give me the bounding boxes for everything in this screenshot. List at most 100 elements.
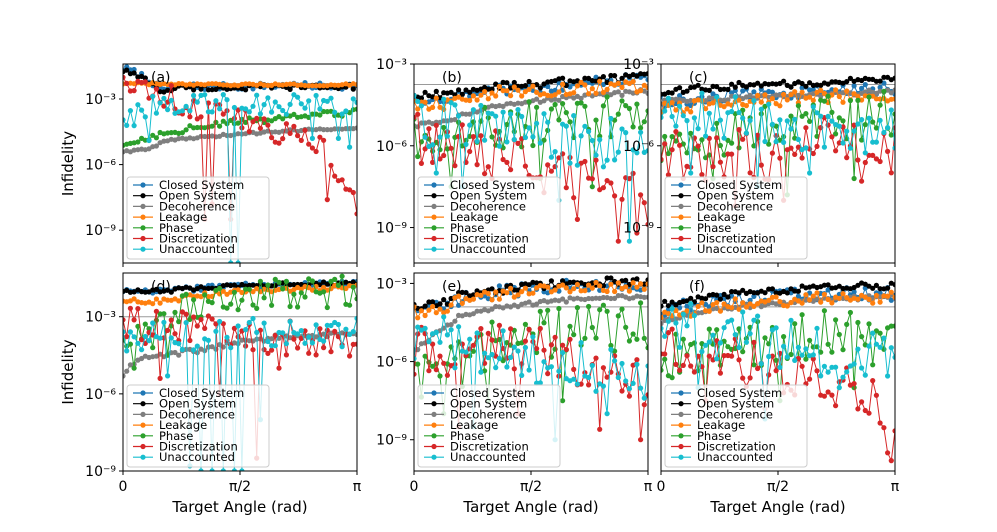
data-point: [313, 148, 319, 155]
data-point: [452, 356, 458, 362]
data-point: [354, 106, 357, 112]
data-point: [194, 124, 200, 131]
data-point: [736, 97, 742, 103]
data-point: [482, 171, 488, 177]
data-point: [855, 121, 861, 127]
data-point: [339, 344, 345, 350]
data-point: [261, 295, 267, 301]
plot-area: [123, 273, 357, 471]
data-point: [556, 305, 562, 312]
data-point: [187, 316, 193, 322]
legend-marker-closed-system: [678, 182, 684, 188]
data-point: [680, 336, 686, 342]
data-point: [751, 339, 757, 345]
legend-label-decoherence: Decoherence: [697, 407, 773, 421]
data-point: [448, 145, 454, 151]
data-point: [515, 348, 521, 354]
data-point: [641, 281, 647, 287]
data-point: [589, 184, 595, 190]
data-point: [732, 94, 738, 100]
data-point: [847, 309, 854, 316]
data-point: [586, 374, 592, 381]
data-point: [552, 287, 558, 293]
data-point: [699, 300, 705, 306]
data-point: [463, 349, 469, 355]
legend-marker-leakage: [678, 422, 684, 428]
data-point: [563, 299, 569, 305]
data-point: [574, 381, 581, 387]
data-point: [788, 300, 794, 306]
data-point: [224, 97, 230, 103]
legend-marker-leakage: [140, 214, 146, 220]
data-point: [213, 119, 219, 125]
data-point: [747, 301, 753, 307]
data-point: [470, 342, 476, 348]
data-point: [608, 342, 614, 349]
data-point: [298, 286, 304, 292]
data-point: [825, 296, 831, 303]
data-point: [751, 293, 757, 299]
series-unaccounted: [414, 314, 648, 443]
data-point: [792, 116, 798, 122]
data-point: [821, 363, 828, 369]
data-point: [608, 180, 614, 186]
data-point: [866, 152, 872, 158]
data-point: [870, 300, 876, 306]
data-point: [335, 321, 341, 328]
data-point: [641, 200, 647, 206]
data-point: [626, 386, 633, 392]
data-point: [350, 279, 356, 285]
data-point: [810, 150, 816, 157]
data-point: [600, 164, 607, 170]
data-point: [441, 297, 447, 303]
data-point: [526, 125, 532, 131]
data-point: [885, 293, 891, 299]
data-point: [161, 103, 167, 109]
data-point: [309, 111, 315, 117]
data-point: [213, 98, 219, 104]
data-point: [548, 154, 555, 160]
data-point: [415, 324, 421, 330]
y-tick-label: 10⁻⁶: [623, 139, 654, 155]
data-point: [818, 299, 824, 305]
data-point: [354, 341, 357, 347]
data-point: [755, 313, 761, 319]
data-point: [433, 170, 439, 176]
data-point: [261, 320, 267, 326]
data-point: [855, 346, 861, 352]
legend-marker-unaccounted: [431, 454, 437, 460]
data-point: [354, 211, 357, 217]
data-point: [600, 365, 607, 371]
data-point: [630, 280, 636, 286]
data-point: [504, 80, 510, 86]
legend-box: [126, 384, 270, 468]
data-point: [665, 95, 672, 101]
legend-marker-phase: [140, 433, 146, 439]
data-point: [888, 170, 894, 176]
data-point: [807, 297, 813, 303]
series-unaccounted: [123, 315, 357, 471]
data-point: [619, 306, 625, 312]
series-decoherence: [414, 293, 648, 353]
data-point: [578, 79, 584, 85]
data-point: [825, 369, 831, 375]
data-point: [567, 289, 573, 295]
data-point: [317, 134, 323, 140]
data-point: [470, 296, 476, 302]
data-point: [881, 74, 887, 80]
data-point: [519, 113, 525, 120]
data-point: [725, 151, 731, 157]
data-point: [669, 375, 675, 381]
data-point: [582, 123, 588, 129]
legend-marker-discretization: [140, 443, 146, 450]
data-point: [496, 83, 502, 90]
data-point: [324, 304, 330, 311]
data-point: [766, 141, 772, 147]
legend-marker-decoherence: [678, 411, 684, 417]
data-point: [231, 104, 237, 111]
data-point: [444, 372, 450, 378]
data-point: [877, 420, 883, 426]
plot-area: [661, 280, 895, 464]
data-point: [309, 278, 315, 284]
